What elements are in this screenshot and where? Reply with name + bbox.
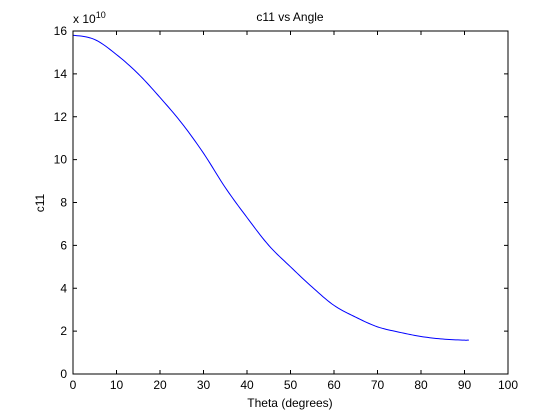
plot-area xyxy=(73,31,508,374)
y-tick-label: 8 xyxy=(60,196,67,210)
x-tick-label: 50 xyxy=(284,378,298,392)
series-line-0 xyxy=(72,34,469,341)
x-axis-label: Theta (degrees) xyxy=(247,396,332,410)
chart-title: c11 vs Angle xyxy=(256,10,323,24)
y-tick-label: 6 xyxy=(60,238,67,252)
y-tick-label: 4 xyxy=(60,281,67,295)
y-axis-label: c11 xyxy=(33,193,47,212)
series-layer xyxy=(72,34,469,341)
x-tick-label: 100 xyxy=(498,378,518,392)
y-multiplier-exponent: 10 xyxy=(96,10,106,20)
x-tick-label: 60 xyxy=(327,378,341,392)
ticks-layer: 0 10 20 30 40 50 60 70 80 90 100 0 2 4 6 8 10 12 14 16 xyxy=(54,24,519,392)
y-tick-label: 0 xyxy=(60,367,67,381)
x-tick-label: 20 xyxy=(153,378,167,392)
y-tick-label: 10 xyxy=(54,153,68,167)
x-tick-label: 10 xyxy=(110,378,124,392)
x-tick-label: 90 xyxy=(458,378,472,392)
y-tick-label: 16 xyxy=(54,24,68,38)
x-tick-label: 70 xyxy=(371,378,385,392)
y-multiplier-base: x 10 xyxy=(73,12,96,26)
x-tick-label: 80 xyxy=(414,378,428,392)
axes-box xyxy=(72,30,509,375)
y-tick-label: 2 xyxy=(60,324,67,338)
x-tick-label: 40 xyxy=(240,378,254,392)
x-tick-label: 30 xyxy=(197,378,211,392)
x-tick-label: 0 xyxy=(70,378,77,392)
y-tick-label: 12 xyxy=(54,110,68,124)
y-tick-label: 14 xyxy=(54,67,68,81)
y-axis-multiplier: x 1010 xyxy=(73,10,106,26)
